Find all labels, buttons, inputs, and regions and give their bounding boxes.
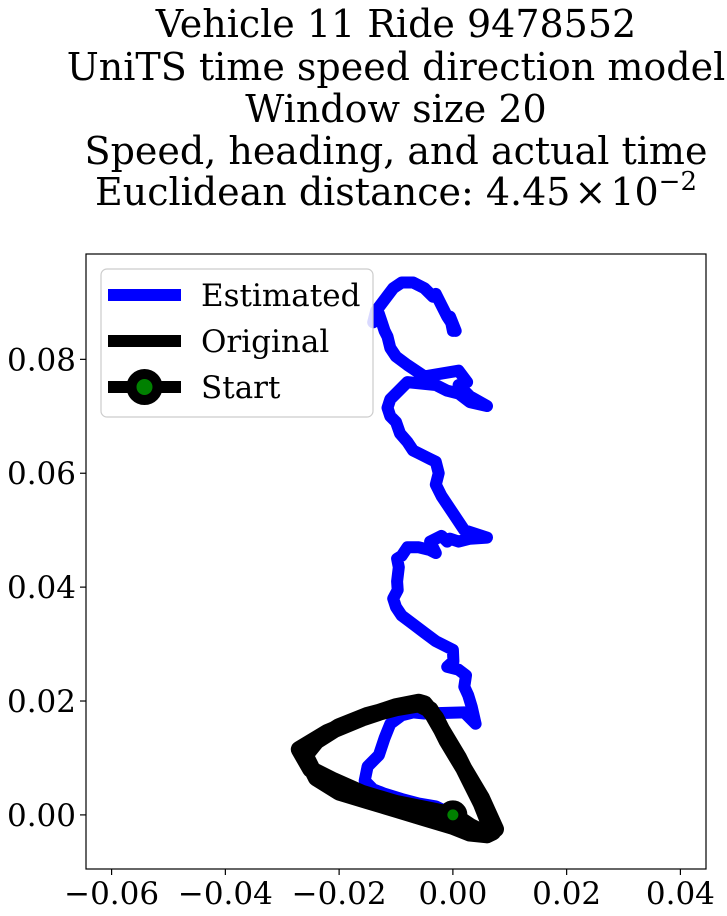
- start-marker: [438, 800, 468, 830]
- x-axis: −0.06 −0.04 −0.02 0.00 0.02 0.04: [64, 869, 715, 912]
- y-tick-label: 0.04: [7, 570, 76, 606]
- series-line-original: [290, 693, 504, 844]
- y-tick-label: 0.02: [7, 684, 76, 720]
- legend: Estimated Original Start: [100, 268, 374, 418]
- legend-label-start: Start: [201, 370, 281, 406]
- title-distance-exponent: −2: [659, 167, 697, 197]
- title-distance-mantissa: 4.45: [486, 170, 571, 214]
- plot-frame: [85, 253, 707, 870]
- y-axis: 0.00 0.02 0.04 0.06 0.08: [7, 342, 86, 834]
- title-distance-times: ×: [574, 170, 606, 214]
- y-tick-label: 0.06: [7, 456, 76, 492]
- x-tick-label: −0.06: [64, 876, 159, 912]
- y-tick-label: 0.00: [7, 798, 76, 834]
- title-line-3: Window size 20: [245, 87, 546, 131]
- title-line-5: Euclidean distance: 4.45 × 10−2: [95, 167, 697, 214]
- y-tick-label: 0.08: [7, 342, 76, 378]
- x-tick-label: 0.04: [646, 876, 715, 912]
- title-line-1: Vehicle 11 Ride 9478552: [155, 2, 636, 46]
- chart-title: Vehicle 11 Ride 9478552 UniTS time speed…: [67, 2, 726, 214]
- x-tick-label: −0.04: [178, 876, 273, 912]
- x-tick-label: 0.00: [418, 876, 487, 912]
- title-line-4: Speed, heading, and actual time: [85, 129, 708, 173]
- series-line-estimated: [358, 276, 493, 821]
- title-line-2: UniTS time speed direction model: [67, 45, 726, 89]
- title-distance-prefix: Euclidean distance:: [95, 170, 486, 214]
- legend-label-original: Original: [201, 324, 329, 360]
- legend-swatch-start-marker: [126, 369, 163, 405]
- x-tick-label: 0.02: [532, 876, 601, 912]
- legend-box: [100, 268, 374, 418]
- plot-area: [290, 276, 504, 844]
- legend-label-estimated: Estimated: [201, 278, 360, 314]
- x-tick-label: −0.02: [292, 876, 387, 912]
- title-distance-base: 10: [610, 170, 658, 214]
